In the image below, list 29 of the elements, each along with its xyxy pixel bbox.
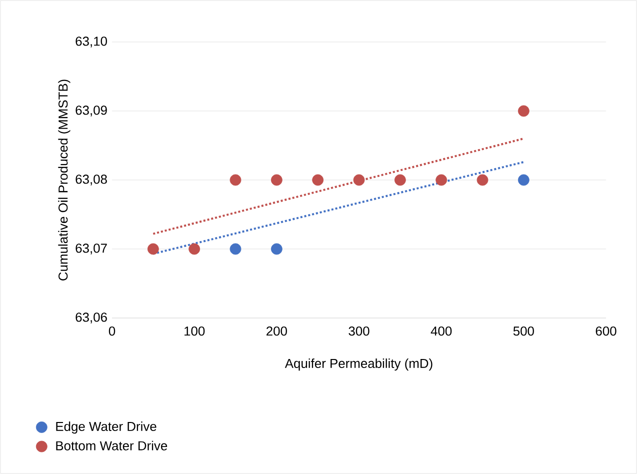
y-tick-label: 63,08: [76, 174, 107, 186]
x-tick-label: 600: [596, 326, 616, 336]
y-tick-label: 63,06: [76, 312, 107, 324]
x-tick-label: 100: [184, 326, 205, 336]
legend-label: Edge Water Drive: [56, 422, 156, 434]
point: [436, 174, 448, 186]
point: [188, 243, 200, 255]
x-tick-label: 200: [266, 326, 287, 336]
point: [270, 174, 282, 186]
point: [230, 174, 242, 186]
point: [353, 174, 365, 186]
point: [518, 174, 530, 186]
x-tick-label: 400: [430, 326, 452, 336]
y-tick-label: 63,10: [76, 36, 107, 48]
point: [394, 174, 406, 186]
legend-label: Bottom Water Drive: [56, 440, 168, 450]
x-axis-title: Aquifer Permeability (mD): [284, 358, 432, 371]
point: [147, 243, 159, 255]
point: [312, 174, 324, 186]
x-tick-label: 300: [348, 326, 370, 336]
point: [270, 243, 282, 255]
point: [230, 243, 242, 255]
x-tick-label: 500: [513, 326, 534, 336]
point: [476, 174, 488, 186]
y-tick-label: 63,07: [76, 244, 107, 254]
point: [518, 105, 530, 117]
x-tick-label: 0: [108, 326, 116, 336]
y-axis-title: Cumulative Oil Produced (MMSTB): [58, 80, 70, 280]
y-tick-label: 63,09: [76, 106, 107, 116]
